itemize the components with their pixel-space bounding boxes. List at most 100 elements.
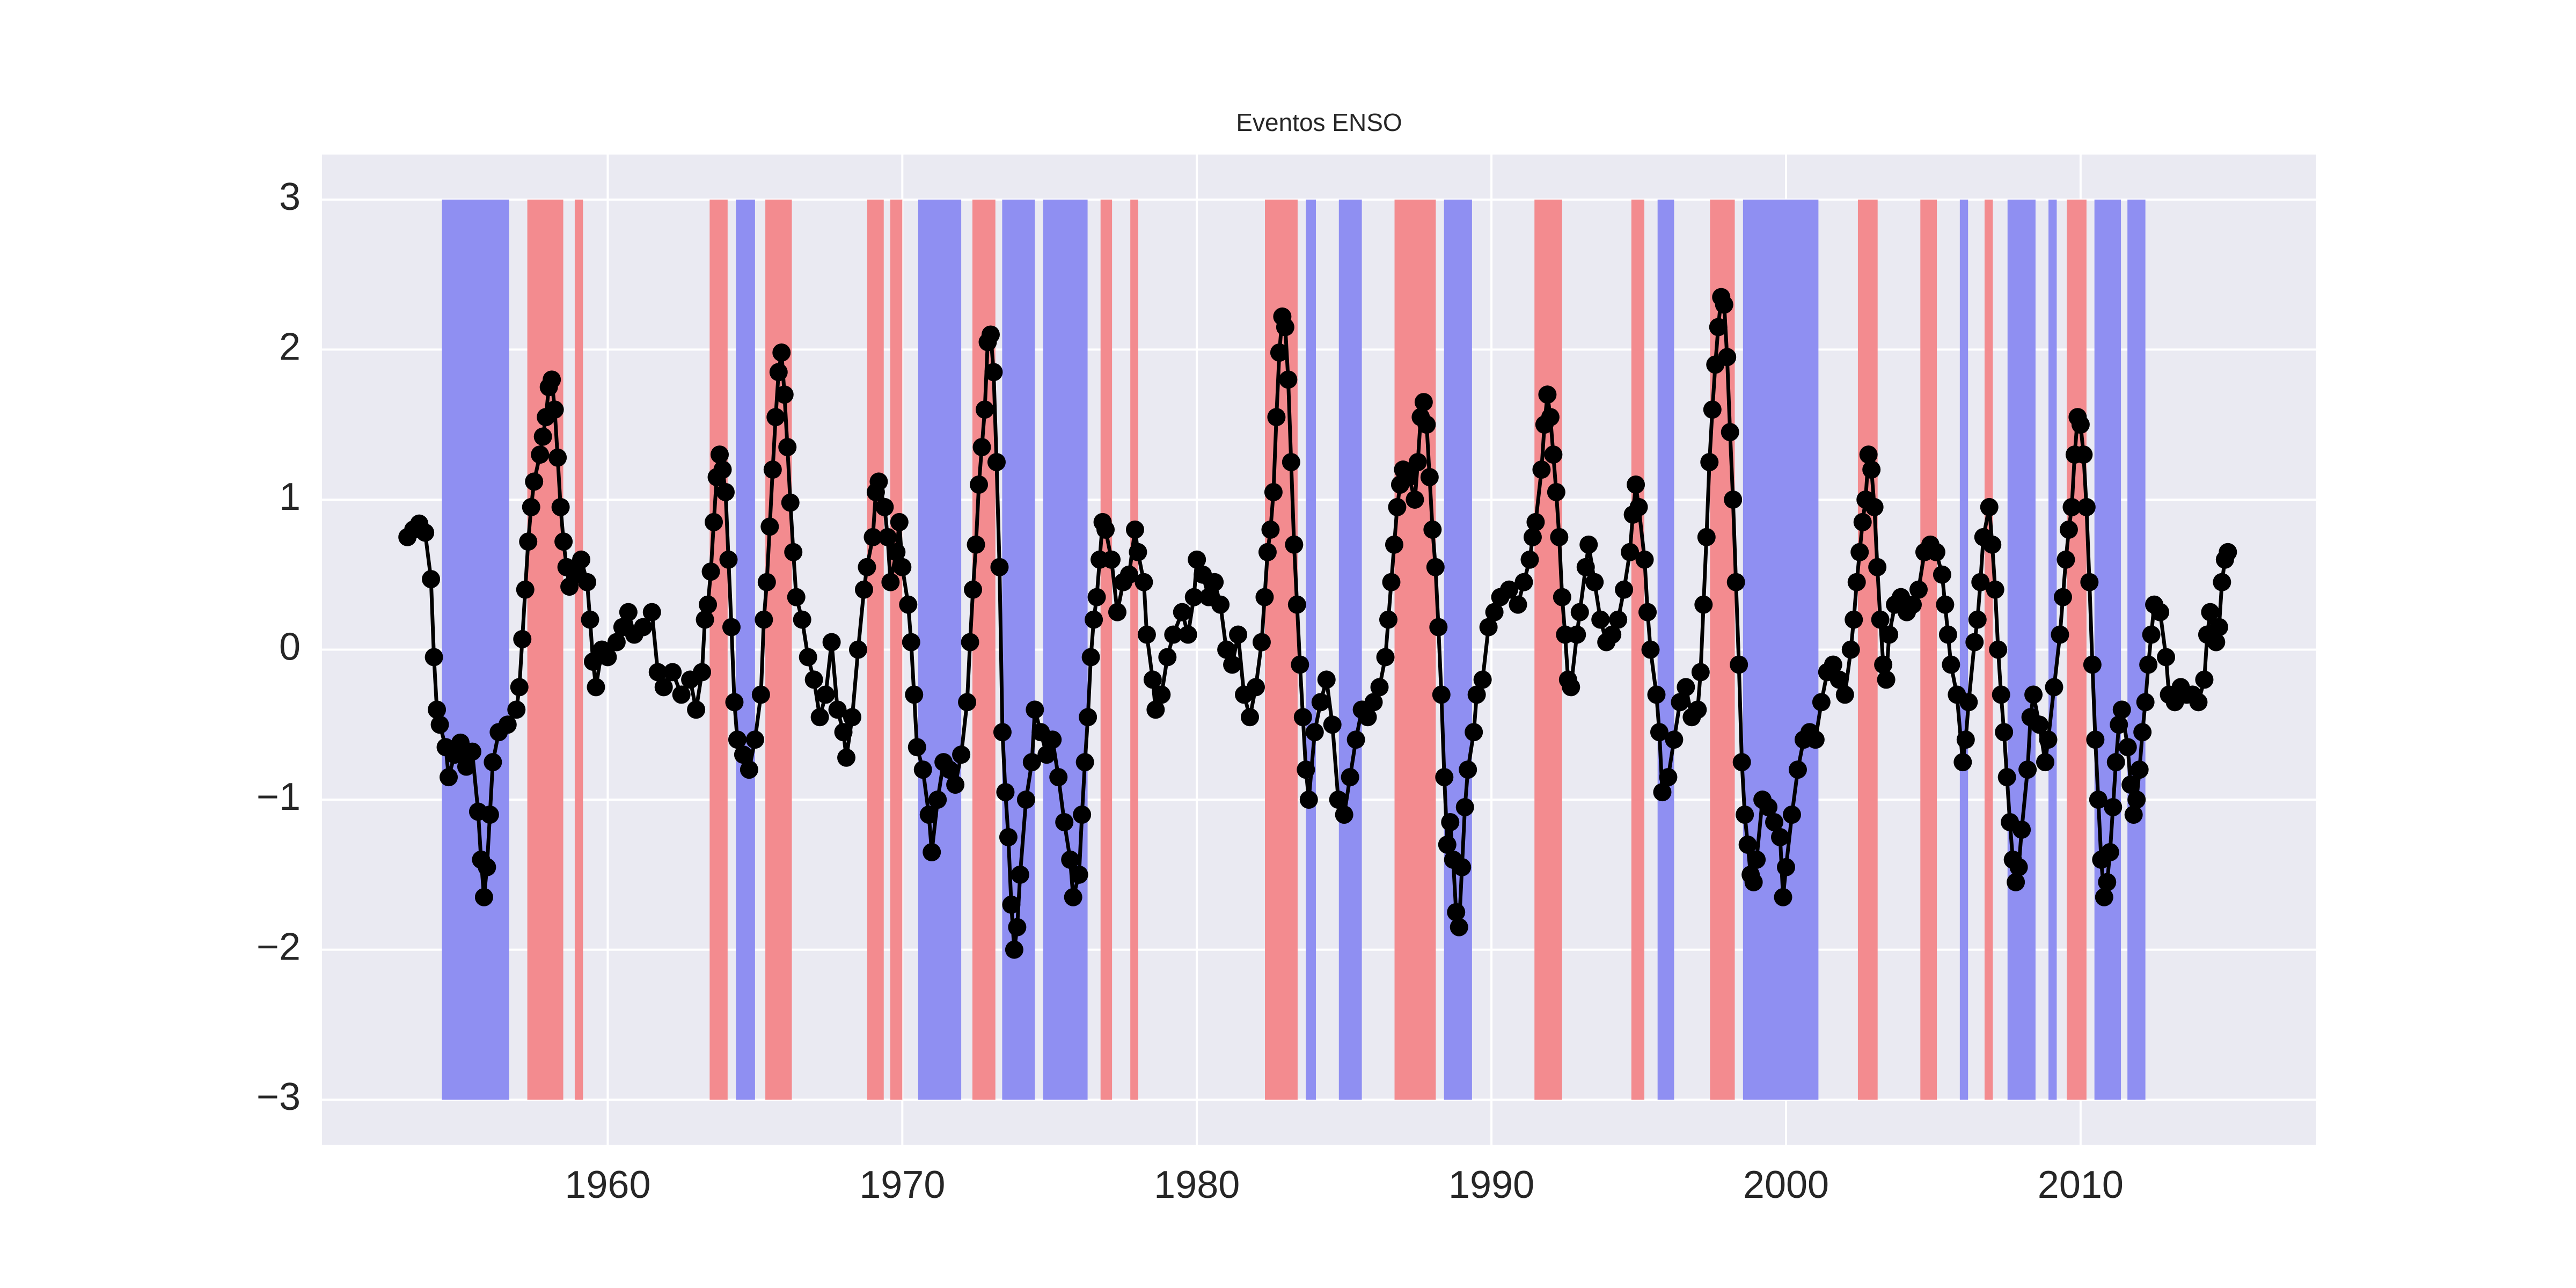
data-point xyxy=(2018,760,2037,779)
data-point xyxy=(993,723,1012,742)
data-point xyxy=(1164,625,1183,644)
data-point xyxy=(999,828,1018,846)
data-point xyxy=(766,408,785,427)
data-point xyxy=(1968,610,1987,629)
data-point xyxy=(1223,655,1242,674)
data-point xyxy=(984,363,1003,382)
data-point xyxy=(1414,393,1433,412)
data-point xyxy=(701,562,720,581)
data-point xyxy=(1989,640,2008,659)
data-point xyxy=(1426,558,1445,576)
data-point xyxy=(1782,806,1801,824)
data-point xyxy=(1205,573,1224,591)
data-point xyxy=(2036,753,2055,772)
data-point xyxy=(1615,580,1634,599)
data-point xyxy=(1152,685,1171,704)
data-point xyxy=(775,385,794,404)
data-point xyxy=(1311,693,1330,712)
data-point xyxy=(848,640,867,659)
data-point xyxy=(1108,603,1127,621)
data-point xyxy=(793,610,811,629)
data-point xyxy=(713,460,732,479)
data-point xyxy=(440,768,458,787)
data-point xyxy=(1806,730,1825,749)
data-point xyxy=(572,550,591,569)
data-point xyxy=(1081,648,1100,667)
data-point xyxy=(687,700,706,719)
data-point xyxy=(1323,715,1342,734)
data-point xyxy=(2142,625,2161,644)
event-span xyxy=(918,199,962,1100)
data-point xyxy=(1429,618,1448,636)
data-point xyxy=(902,633,920,652)
data-point xyxy=(1726,573,1745,591)
data-point xyxy=(1747,850,1766,869)
data-point xyxy=(1659,768,1678,787)
data-point xyxy=(2195,670,2214,689)
data-point xyxy=(1776,858,1795,876)
data-point xyxy=(1694,595,1713,614)
data-point xyxy=(1441,813,1460,831)
data-point xyxy=(1264,482,1283,501)
data-point xyxy=(1188,550,1206,569)
data-point xyxy=(1736,806,1754,824)
data-point xyxy=(1217,640,1236,659)
data-point xyxy=(1562,678,1580,697)
data-point xyxy=(551,497,570,516)
data-point xyxy=(1317,670,1336,689)
data-point xyxy=(1904,595,1922,614)
data-point xyxy=(1986,580,2004,599)
data-point xyxy=(1008,918,1027,936)
data-point xyxy=(908,738,926,757)
event-span xyxy=(1394,199,1436,1100)
data-point xyxy=(1671,693,1689,712)
data-point xyxy=(654,678,673,697)
data-point xyxy=(899,595,918,614)
data-point xyxy=(598,648,617,667)
event-span xyxy=(1338,199,1362,1100)
data-point xyxy=(2207,633,2226,652)
data-point xyxy=(1927,543,1945,561)
data-point xyxy=(734,745,752,764)
event-span xyxy=(1130,199,1138,1100)
data-point xyxy=(1346,730,1365,749)
data-point xyxy=(843,708,862,727)
data-point xyxy=(519,532,538,551)
data-point xyxy=(1718,348,1737,367)
data-point xyxy=(1173,603,1191,621)
data-point xyxy=(1376,648,1395,667)
data-point xyxy=(1400,468,1418,487)
data-point xyxy=(2059,520,2078,539)
data-point xyxy=(416,523,435,542)
chart-title: Eventos ENSO xyxy=(1236,108,1402,136)
data-point xyxy=(1538,385,1557,404)
event-span xyxy=(2094,199,2121,1100)
data-point xyxy=(672,685,691,704)
data-point xyxy=(1532,460,1551,479)
data-point xyxy=(875,497,894,516)
data-point xyxy=(834,723,853,742)
data-point xyxy=(1997,768,2016,787)
data-point xyxy=(1011,865,1029,884)
data-point xyxy=(1544,445,1563,464)
data-point xyxy=(578,573,597,591)
data-point xyxy=(2213,573,2231,591)
event-span xyxy=(2067,199,2087,1100)
data-point xyxy=(2139,655,2158,674)
data-point xyxy=(1432,685,1451,704)
data-point xyxy=(1880,625,1899,644)
data-point xyxy=(2101,843,2119,861)
data-point xyxy=(1049,768,1068,787)
data-point xyxy=(516,580,535,599)
event-span xyxy=(574,199,583,1100)
data-point xyxy=(1450,918,1468,936)
data-point xyxy=(967,535,985,554)
data-point xyxy=(769,363,788,382)
data-point xyxy=(1871,610,1890,629)
data-point xyxy=(2095,888,2113,906)
data-point xyxy=(1942,655,1960,674)
event-span xyxy=(1534,199,1562,1100)
data-point xyxy=(1379,610,1397,629)
data-point xyxy=(522,497,540,516)
